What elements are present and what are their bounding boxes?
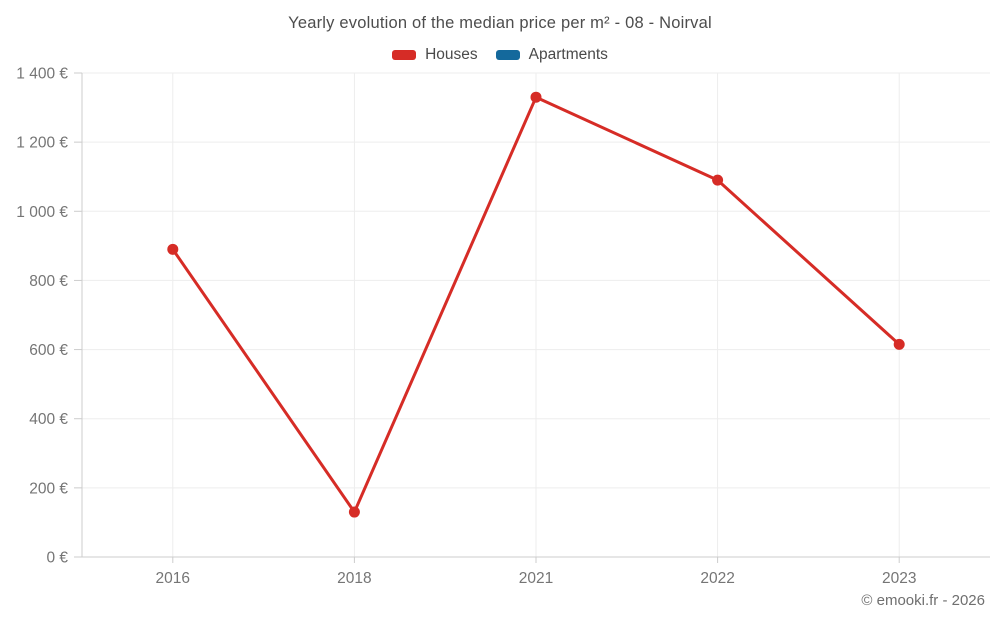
y-axis-label: 600 € [29, 342, 68, 359]
apartments-legend-swatch-icon [495, 50, 520, 60]
y-axis-label: 1 400 € [16, 66, 68, 83]
x-axis-label: 2016 [156, 570, 190, 587]
y-axis-label: 400 € [29, 411, 68, 428]
y-axis-label: 0 € [46, 550, 68, 567]
houses-point[interactable] [530, 91, 542, 103]
y-axis-label: 1 200 € [16, 135, 68, 152]
houses-legend-label: Houses [425, 46, 478, 63]
apartments-legend-label: Apartments [528, 46, 608, 63]
houses-point[interactable] [712, 174, 724, 186]
houses-point[interactable] [348, 506, 360, 518]
y-axis-label: 200 € [29, 480, 68, 497]
y-axis-label: 800 € [29, 273, 68, 290]
chart-title: Yearly evolution of the median price per… [288, 14, 712, 32]
copyright-credit: © emooki.fr - 2026 [861, 592, 985, 609]
legend-item-houses[interactable]: Houses [392, 46, 478, 64]
y-axis-label: 1 000 € [16, 204, 68, 221]
chart-legend: Houses Apartments [0, 46, 1000, 64]
x-axis-label: 2021 [519, 570, 553, 587]
houses-point[interactable] [893, 338, 905, 350]
x-axis-label: 2023 [882, 570, 916, 587]
x-axis-label: 2022 [700, 570, 734, 587]
houses-point[interactable] [167, 243, 179, 255]
x-axis-label: 2018 [337, 570, 371, 587]
houses-legend-swatch-icon [392, 50, 417, 60]
legend-item-apartments[interactable]: Apartments [495, 46, 608, 64]
